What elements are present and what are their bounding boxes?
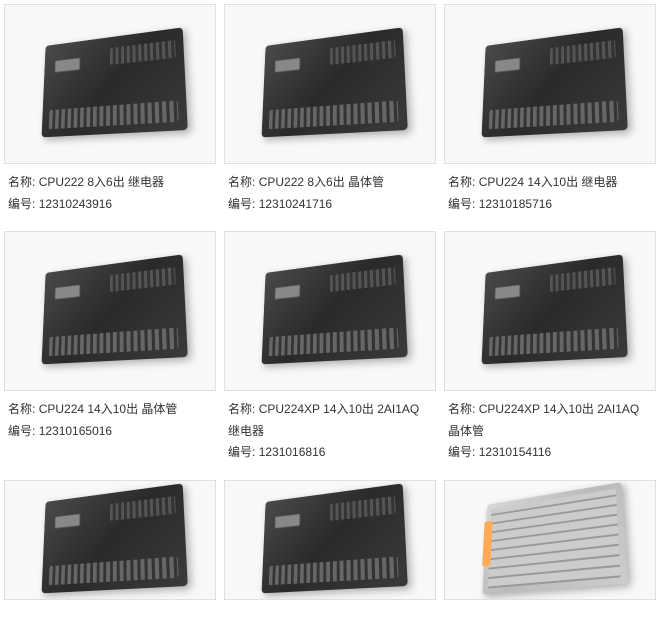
product-name: CPU222 8入6出 继电器 — [39, 175, 164, 189]
product-image[interactable] — [4, 4, 216, 164]
code-label: 编号: — [8, 197, 35, 211]
name-label: 名称: — [448, 175, 475, 189]
product-info: 名称: CPU224 14入10出 继电器 编号: 12310185716 — [444, 164, 656, 223]
name-label: 名称: — [8, 402, 35, 416]
product-info: 名称: CPU222 8入6出 晶体管 编号: 12310241716 — [224, 164, 436, 223]
product-cell[interactable]: 名称: CPU222 8入6出 继电器 编号: 12310243916 — [4, 4, 216, 223]
product-image[interactable] — [224, 231, 436, 391]
product-name: CPU222 8入6出 晶体管 — [259, 175, 384, 189]
product-image[interactable] — [4, 480, 216, 600]
product-info: 名称: CPU224 14入10出 晶体管 编号: 12310165016 — [4, 391, 216, 450]
plc-device-icon — [255, 34, 405, 134]
plc-device-icon — [475, 261, 625, 361]
code-label: 编号: — [228, 445, 255, 459]
product-info: 名称: CPU222 8入6出 继电器 编号: 12310243916 — [4, 164, 216, 223]
plc-device-icon — [35, 490, 185, 590]
plc-device-icon — [255, 261, 405, 361]
product-cell[interactable]: 名称: CPU224XP 14入10出 2AI1AQ 继电器 编号: 12310… — [224, 231, 436, 472]
name-label: 名称: — [228, 402, 255, 416]
product-image[interactable] — [444, 480, 656, 600]
product-name: CPU224XP 14入10出 2AI1AQ 继电器 — [228, 402, 419, 438]
product-cell[interactable] — [4, 480, 216, 600]
code-label: 编号: — [8, 424, 35, 438]
product-info: 名称: CPU224XP 14入10出 2AI1AQ 继电器 编号: 12310… — [224, 391, 436, 472]
product-image[interactable] — [444, 4, 656, 164]
product-code: 12310154116 — [479, 445, 552, 459]
product-image[interactable] — [224, 4, 436, 164]
product-cell[interactable]: 名称: CPU224 14入10出 晶体管 编号: 12310165016 — [4, 231, 216, 472]
product-cell[interactable] — [444, 480, 656, 600]
product-grid: 名称: CPU222 8入6出 继电器 编号: 12310243916 名称: … — [0, 0, 660, 604]
psu-device-icon — [475, 490, 625, 590]
name-label: 名称: — [448, 402, 475, 416]
product-cell[interactable]: 名称: CPU222 8入6出 晶体管 编号: 12310241716 — [224, 4, 436, 223]
product-name: CPU224 14入10出 晶体管 — [39, 402, 178, 416]
product-code: 12310165016 — [39, 424, 112, 438]
product-code: 12310185716 — [479, 197, 552, 211]
plc-device-icon — [255, 490, 405, 590]
product-cell[interactable]: 名称: CPU224XP 14入10出 2AI1AQ 晶体管 编号: 12310… — [444, 231, 656, 472]
product-name: CPU224XP 14入10出 2AI1AQ 晶体管 — [448, 402, 639, 438]
plc-device-icon — [475, 34, 625, 134]
product-image[interactable] — [224, 480, 436, 600]
product-image[interactable] — [4, 231, 216, 391]
product-info: 名称: CPU224XP 14入10出 2AI1AQ 晶体管 编号: 12310… — [444, 391, 656, 472]
product-cell[interactable]: 名称: CPU224 14入10出 继电器 编号: 12310185716 — [444, 4, 656, 223]
product-image[interactable] — [444, 231, 656, 391]
code-label: 编号: — [448, 197, 475, 211]
code-label: 编号: — [448, 445, 475, 459]
plc-device-icon — [35, 261, 185, 361]
product-code: 12310243916 — [39, 197, 112, 211]
code-label: 编号: — [228, 197, 255, 211]
product-name: CPU224 14入10出 继电器 — [479, 175, 618, 189]
product-cell[interactable] — [224, 480, 436, 600]
name-label: 名称: — [228, 175, 255, 189]
plc-device-icon — [35, 34, 185, 134]
product-code: 1231016816 — [259, 445, 326, 459]
product-code: 12310241716 — [259, 197, 332, 211]
name-label: 名称: — [8, 175, 35, 189]
